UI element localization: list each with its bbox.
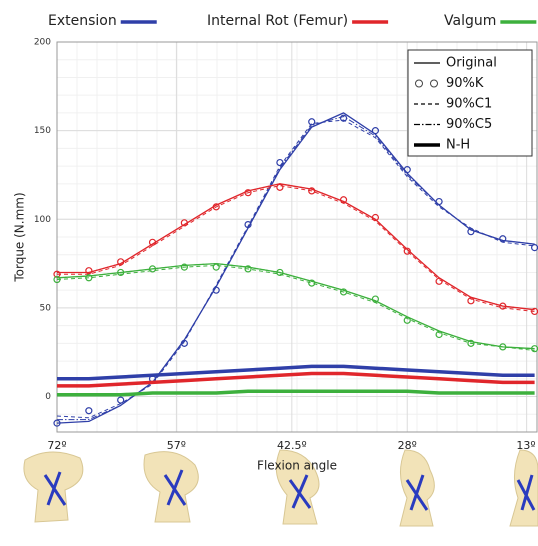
point [403, 166, 411, 174]
series-line [56, 264, 535, 351]
legend-label: Extension [48, 13, 117, 29]
x-tick-label: 72º [47, 439, 66, 452]
point [371, 295, 380, 303]
series-line [57, 371, 535, 388]
point [403, 247, 411, 255]
legend-marker [415, 79, 423, 88]
y-tick-label: 50 [40, 303, 52, 313]
legend-box [407, 49, 533, 157]
x-tick-label: 28º [398, 439, 417, 452]
point [117, 258, 125, 266]
series-line [57, 183, 535, 311]
series-line [56, 262, 535, 350]
legend-label: N-H [446, 138, 470, 153]
point [212, 263, 220, 271]
y-tick-label: 200 [34, 38, 51, 48]
legend-label: 90%C1 [446, 97, 492, 112]
plot-frame [56, 41, 538, 433]
point [435, 197, 443, 206]
legend-label: 90%K [446, 76, 484, 91]
series-line [57, 185, 535, 312]
legend-marker [430, 79, 438, 88]
point [339, 288, 348, 296]
point [371, 213, 380, 222]
point [371, 127, 380, 135]
series-line [57, 389, 535, 397]
series-line [57, 364, 535, 381]
point [276, 183, 284, 191]
point [85, 407, 93, 415]
point [244, 265, 252, 273]
point [467, 228, 475, 236]
x-tick-label: 13º [516, 439, 535, 452]
x-axis-label: Flexion angle [257, 459, 337, 473]
series-line [56, 263, 535, 350]
x-tick-label: 57º [167, 439, 186, 452]
x-tick-label: 42.5º [277, 439, 307, 452]
legend-label: Original [446, 56, 497, 71]
point [180, 263, 188, 271]
y-axis-label: Torque (N.mm) [13, 192, 27, 282]
series-line [57, 183, 535, 311]
legend-label: 90%C5 [446, 117, 492, 132]
legend-label: Internal Rot (Femur) [207, 13, 348, 29]
legend-label: Valgum [444, 13, 496, 29]
y-tick-label: 100 [34, 215, 51, 225]
point [308, 118, 316, 126]
knee-icons [23, 449, 538, 527]
point [308, 279, 316, 287]
y-tick-label: 0 [45, 392, 51, 402]
point [117, 396, 125, 404]
y-tick-label: 150 [34, 126, 51, 136]
point [53, 419, 61, 427]
point [467, 297, 475, 305]
